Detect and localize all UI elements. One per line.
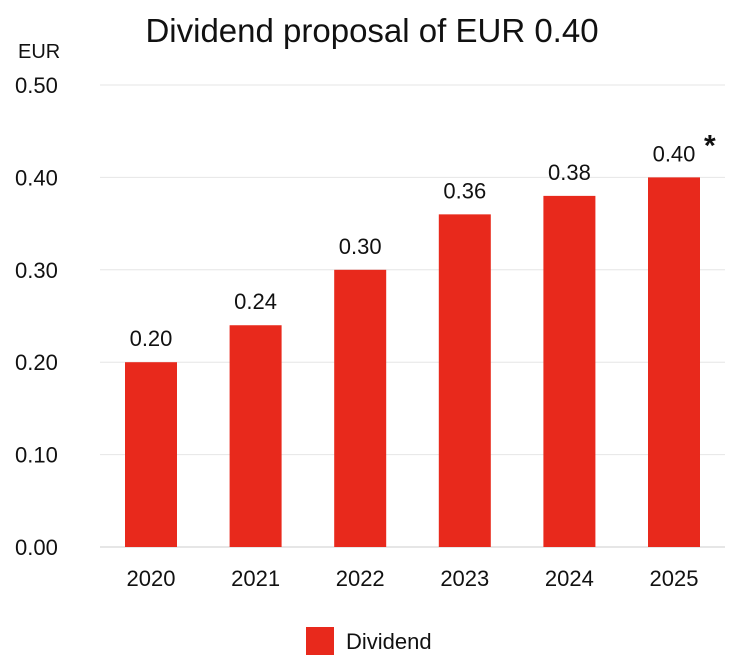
x-tick-label-2022: 2022 [336, 566, 385, 591]
bar-2020 [125, 362, 177, 547]
gridlines [100, 84, 725, 548]
y-tick-label: 0.10 [15, 443, 58, 468]
y-tick-label: 0.50 [15, 73, 58, 98]
data-label-2020: 0.20 [130, 326, 173, 351]
chart-title: Dividend proposal of EUR 0.40 [145, 12, 598, 49]
annotation-asterisk: * [704, 129, 716, 162]
x-tick-label-2024: 2024 [545, 566, 594, 591]
legend: Dividend [306, 627, 432, 655]
legend-swatch [306, 627, 334, 655]
x-tick-label-2020: 2020 [127, 566, 176, 591]
y-tick-label: 0.30 [15, 258, 58, 283]
y-tick-label: 0.40 [15, 165, 58, 190]
x-tick-label-2025: 2025 [650, 566, 699, 591]
y-tick-label: 0.20 [15, 350, 58, 375]
y-tick-label: 0.00 [15, 535, 58, 560]
x-tick-label-2021: 2021 [231, 566, 280, 591]
bar-2023 [438, 214, 491, 548]
x-axis-ticks: 2020 2021 2022 2023 2024 2025 [127, 566, 699, 591]
bar-2022 [334, 269, 387, 547]
data-labels: 0.20 0.24 0.30 0.36 0.38 0.40 * [130, 129, 716, 351]
bar-2024 [543, 195, 596, 547]
legend-label-dividend: Dividend [346, 629, 432, 654]
data-label-2024: 0.38 [548, 160, 591, 185]
data-label-2021: 0.24 [234, 289, 277, 314]
bar-2021 [229, 325, 282, 547]
bars [125, 177, 700, 548]
data-label-2023: 0.36 [443, 178, 486, 203]
y-axis-ticks: 0.00 0.10 0.20 0.30 0.40 0.50 [15, 73, 58, 560]
y-axis-unit-label: EUR [18, 41, 60, 63]
bar-2025 [648, 177, 700, 547]
data-label-2025: 0.40 [653, 141, 696, 166]
data-label-2022: 0.30 [339, 234, 382, 259]
x-tick-label-2023: 2023 [440, 566, 489, 591]
